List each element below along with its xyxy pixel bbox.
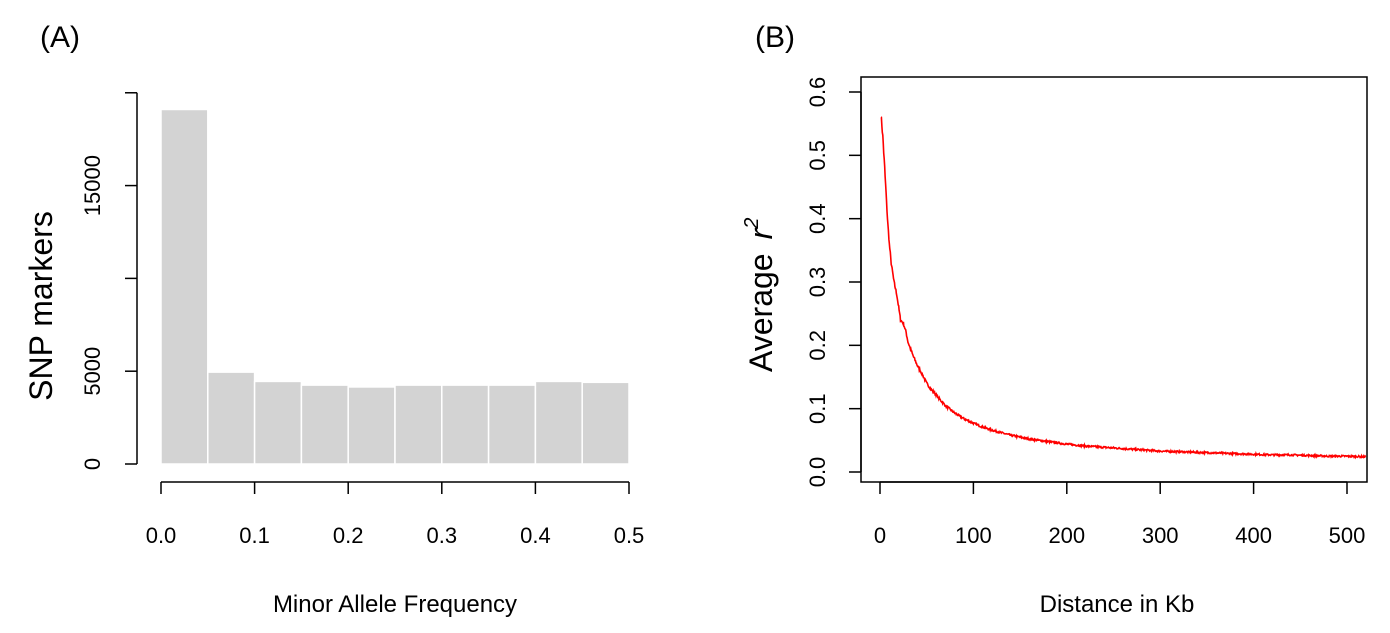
histogram-bar [534, 380, 583, 465]
y-tick-label: 0.5 [805, 140, 830, 171]
histogram-bar [207, 371, 256, 465]
histogram-bar [347, 386, 396, 465]
x-tick-label: 0 [874, 523, 886, 548]
y-tick-label: 0.4 [805, 203, 830, 234]
panel-a-label: (A) [40, 21, 80, 54]
panel-b-plot-box [860, 76, 1368, 483]
y-tick-label: 15000 [80, 155, 105, 216]
histogram-bar [441, 384, 490, 465]
panel-b-y-title: Average r2 [741, 218, 779, 372]
x-tick-label: 400 [1235, 523, 1272, 548]
x-tick-label: 0.2 [333, 523, 364, 548]
x-tick-label: 300 [1142, 523, 1179, 548]
panel-b-series-line [880, 116, 1367, 460]
x-tick-label: 500 [1329, 523, 1366, 548]
y-tick-label: 0 [80, 458, 105, 470]
x-tick-label: 200 [1048, 523, 1085, 548]
histogram-bar [487, 384, 537, 465]
panel-b: (B) 0 100 200 300 400 500 0.00.10.20.30.40.50… [741, 21, 1368, 618]
histogram-bar [160, 108, 209, 465]
y-tick-label: 0.6 [805, 77, 830, 108]
y-tick-label: 0.1 [805, 393, 830, 424]
y-tick-label: 0.2 [805, 330, 830, 361]
x-tick-label: 100 [955, 523, 992, 548]
histogram-bar [253, 380, 303, 465]
x-tick-label: 0.0 [146, 523, 177, 548]
panel-b-y-title-prefix: Average [743, 253, 779, 372]
histogram-bar [394, 384, 443, 465]
panel-a-bars [160, 108, 630, 465]
panel-b-x-title: Distance in Kb [1040, 591, 1195, 618]
panel-a-x-axis: 0.0 0.1 0.2 0.3 0.4 0.5 [146, 481, 645, 548]
x-tick-label: 0.4 [520, 523, 551, 548]
y-tick-label: 0.0 [805, 457, 830, 488]
panel-b-y-axis: 0.0 0.1 0.2 0.3 0.4 0.5 0.6 [805, 77, 862, 488]
y-tick-label: 0.3 [805, 267, 830, 298]
panel-a-y-axis: 0 5000 15000 [80, 92, 138, 470]
histogram-bar [300, 384, 349, 465]
histogram-bar [581, 381, 630, 465]
x-tick-label: 0.1 [239, 523, 270, 548]
panel-a: (A) 0.0 0.1 0.2 0.3 0.4 0.5 0 5000 15000 Minor … [23, 21, 644, 618]
panel-b-y-title-var: r [743, 227, 779, 239]
x-tick-label: 0.5 [614, 523, 645, 548]
panel-b-y-title-sup: 2 [741, 218, 763, 230]
panel-b-label: (B) [755, 21, 795, 54]
panel-b-x-axis: 0 100 200 300 400 500 [874, 481, 1366, 548]
x-tick-label: 0.3 [427, 523, 458, 548]
panel-a-x-title: Minor Allele Frequency [273, 591, 517, 618]
panel-a-y-title: SNP markers [23, 211, 59, 401]
y-tick-label: 5000 [80, 347, 105, 396]
